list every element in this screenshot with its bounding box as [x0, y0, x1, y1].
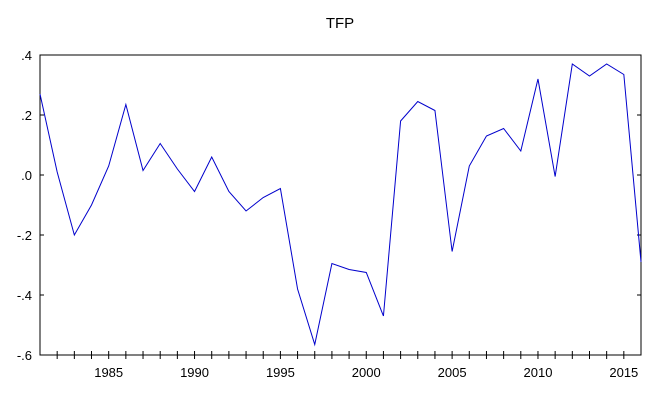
x-tick-label: 1995: [266, 365, 295, 380]
x-tick-label: 2010: [524, 365, 553, 380]
series-group: [39, 63, 642, 347]
y-tick-label: -.6: [17, 348, 32, 363]
x-tick-label: 1990: [180, 365, 209, 380]
x-tick-label: 2005: [438, 365, 467, 380]
y-tick-label: .2: [21, 108, 32, 123]
x-axis: 1985 1990 1995 2000 2005 2010 2015: [56, 351, 638, 380]
plot-area-frame: [39, 54, 642, 356]
y-tick-label: -.2: [17, 228, 32, 243]
y-tick-label: .0: [21, 168, 32, 183]
y-tick-label: -.4: [17, 288, 32, 303]
x-tick-label: 2015: [609, 365, 638, 380]
y-axis: -.6 -.4 -.2 .0 .2 .4: [17, 48, 641, 363]
x-tick-label: 2000: [352, 365, 381, 380]
x-tick-label: 1985: [94, 365, 123, 380]
chart-title: TFP: [326, 15, 354, 32]
y-tick-label: .4: [21, 48, 32, 63]
series-line: [39, 63, 642, 347]
